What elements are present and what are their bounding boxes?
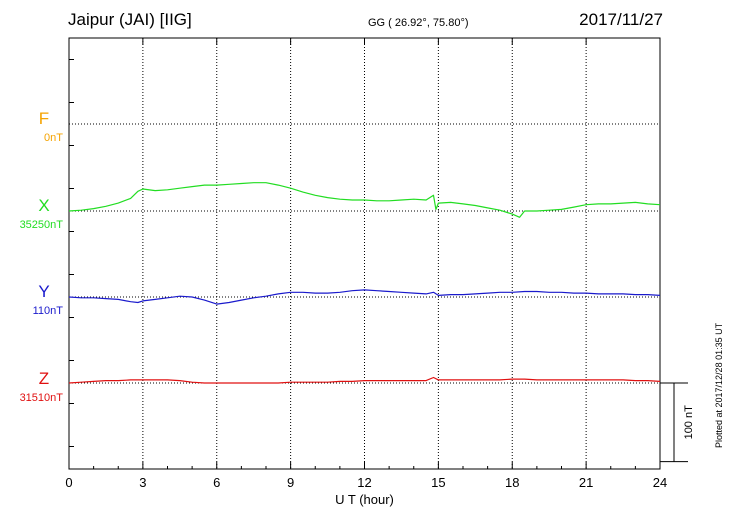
series-baseline-label-y: 110nT <box>33 305 64 317</box>
series-name-f: F <box>39 109 49 128</box>
x-tick-label: 15 <box>431 475 445 490</box>
series-line-x <box>68 182 661 218</box>
plotted-timestamp: Plotted at 2017/12/28 01:35 UT <box>714 322 724 448</box>
scale-bar-label: 100 nT <box>683 405 695 440</box>
x-tick-label: 6 <box>213 475 220 490</box>
coordinates-label: GG ( 26.92°, 75.80°) <box>368 17 469 29</box>
x-axis-label: U T (hour) <box>335 492 394 507</box>
series-baseline-label-z: 31510nT <box>20 392 64 404</box>
series-name-z: Z <box>39 369 49 388</box>
x-tick-label: 21 <box>579 475 593 490</box>
x-tick-label: 3 <box>139 475 146 490</box>
series-name-y: Y <box>38 282 49 301</box>
series-baseline-label-x: 35250nT <box>20 219 64 231</box>
x-tick-label: 18 <box>505 475 519 490</box>
x-tick-label: 24 <box>653 475 667 490</box>
x-tick-label: 9 <box>287 475 294 490</box>
series-line-y <box>68 289 661 305</box>
x-tick-label: 12 <box>357 475 371 490</box>
date-label: 2017/11/27 <box>579 10 663 29</box>
x-tick-label: 0 <box>65 475 72 490</box>
series-baseline-label-f: 0nT <box>44 132 63 144</box>
series-name-x: X <box>38 196 49 215</box>
series-line-z <box>68 376 661 384</box>
station-title: Jaipur (JAI) [IIG] <box>68 10 192 29</box>
